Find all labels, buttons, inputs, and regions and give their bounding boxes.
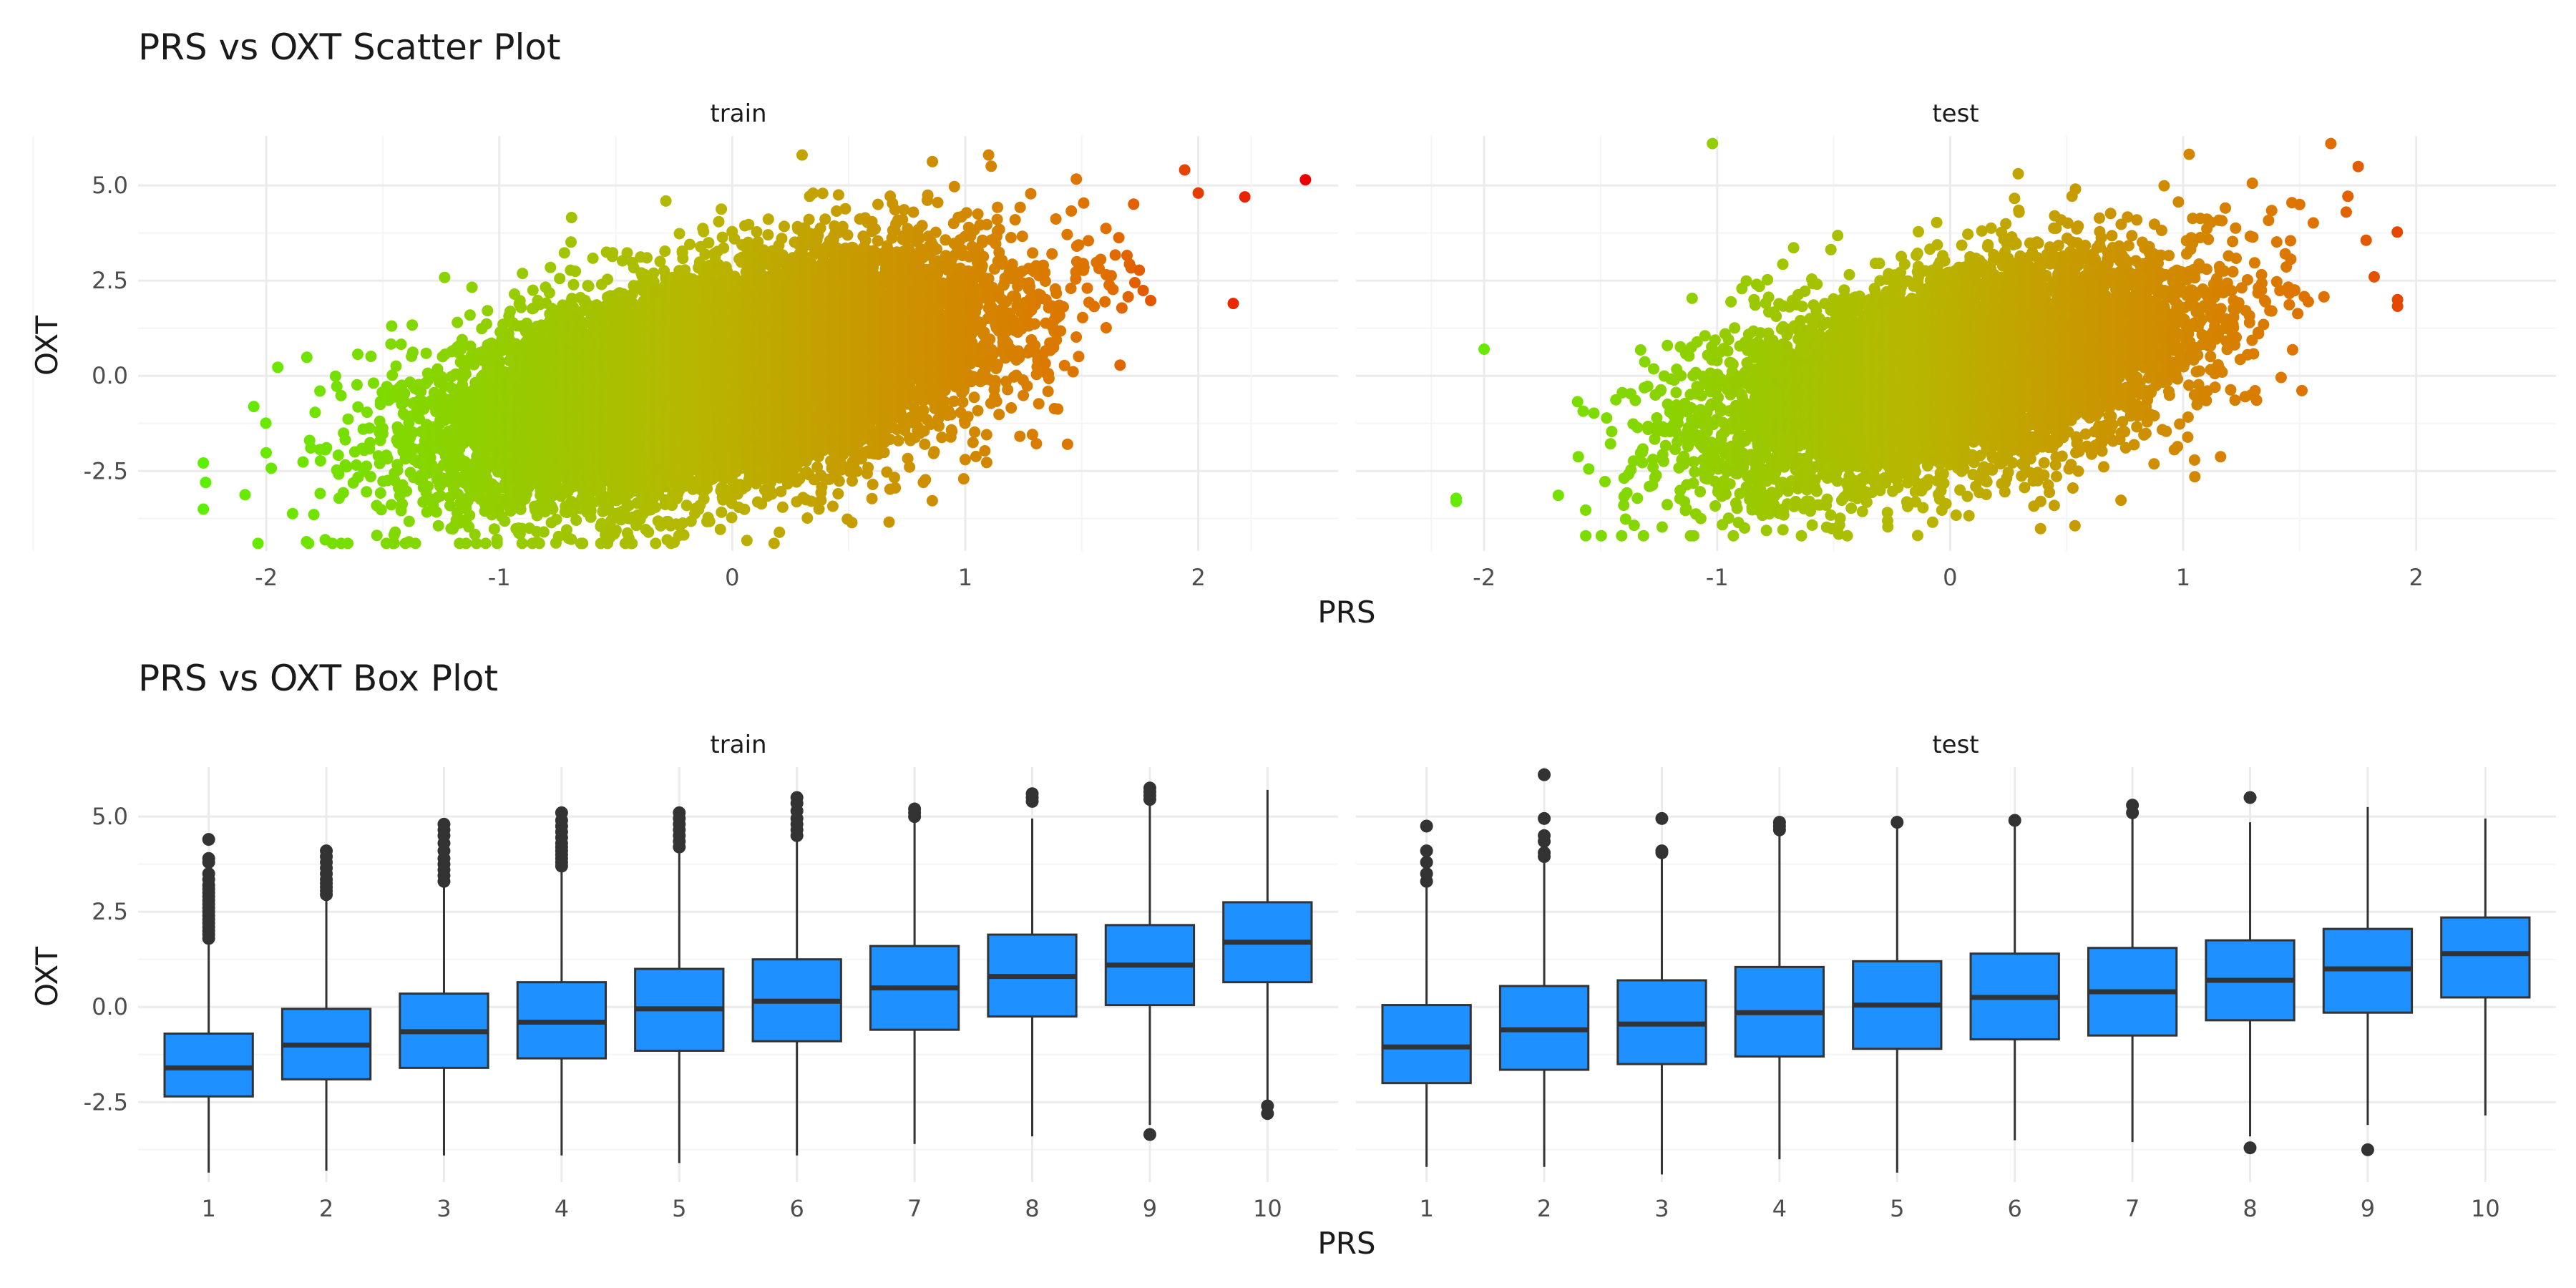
scatter-point xyxy=(364,422,375,434)
scatter-point xyxy=(338,487,349,499)
scatter-point xyxy=(464,309,476,321)
scatter-point xyxy=(314,386,326,397)
scatter-point xyxy=(336,390,347,401)
scatter-point xyxy=(321,442,332,454)
scatter-point xyxy=(253,537,264,549)
scatter-point xyxy=(431,507,442,518)
scatter-point xyxy=(315,455,326,467)
scatter-point xyxy=(361,461,372,472)
scatter-point xyxy=(489,523,500,535)
scatter-point xyxy=(260,447,272,459)
scatter-point xyxy=(260,417,272,429)
scatter-point xyxy=(382,453,394,464)
box-strip-train: train xyxy=(710,731,766,759)
scatter-point xyxy=(248,401,260,412)
scatter-point xyxy=(197,504,209,515)
scatter-point xyxy=(392,464,404,476)
scatter-point xyxy=(389,527,401,538)
scatter-point xyxy=(534,537,545,549)
scatter-point xyxy=(452,317,463,328)
box-strip-test: test xyxy=(1932,731,1979,759)
scatter-point xyxy=(375,487,386,499)
scatter-point xyxy=(301,351,313,363)
scatter-point xyxy=(333,449,344,461)
box-x-axis-title: PRS xyxy=(1317,1226,1375,1261)
scatter-point xyxy=(376,504,387,515)
scatter-point xyxy=(433,520,444,532)
scatter-point xyxy=(351,379,363,391)
scatter-point xyxy=(365,351,376,362)
scatter-point xyxy=(352,348,364,360)
scatter-point xyxy=(298,457,309,468)
scatter-point xyxy=(361,406,373,418)
scatter-point xyxy=(391,361,402,372)
scatter-point xyxy=(377,428,389,439)
scatter-point xyxy=(467,282,478,293)
scatter-point xyxy=(386,499,397,510)
scatter-point xyxy=(517,537,528,549)
scatter-point xyxy=(197,457,209,469)
scatter-point xyxy=(515,504,527,515)
scatter-point xyxy=(308,509,320,520)
scatter-point xyxy=(407,346,419,358)
box-plot-title: PRS vs OXT Box Plot xyxy=(138,658,498,699)
scatter-point xyxy=(309,406,321,418)
scatter-point xyxy=(385,338,396,350)
scatter-strip-train: train xyxy=(710,99,766,128)
figure-background xyxy=(0,0,2576,1288)
scatter-point xyxy=(240,489,251,500)
scatter-point xyxy=(482,305,493,316)
scatter-point xyxy=(396,498,408,509)
scatter-point xyxy=(396,338,407,350)
scatter-point xyxy=(364,437,376,449)
scatter-point xyxy=(410,537,421,549)
scatter-point xyxy=(368,377,379,389)
scatter-plot-title: PRS vs OXT Scatter Plot xyxy=(138,26,561,68)
scatter-point xyxy=(492,534,503,545)
scatter-point xyxy=(303,537,314,549)
scatter-point xyxy=(481,318,492,330)
scatter-point xyxy=(480,537,492,549)
scatter-x-axis-title: PRS xyxy=(1317,595,1375,630)
scatter-point xyxy=(341,461,353,472)
scatter-point xyxy=(272,361,283,373)
scatter-point xyxy=(538,526,550,537)
scatter-y-axis-title: OXT xyxy=(29,316,64,376)
scatter-point xyxy=(545,262,556,273)
scatter-point xyxy=(371,530,383,541)
scatter-point xyxy=(422,481,434,492)
scatter-point xyxy=(439,272,450,283)
scatter-point xyxy=(361,486,372,497)
scatter-point xyxy=(330,371,341,382)
scatter-point xyxy=(340,434,351,446)
scatter-point xyxy=(464,509,475,521)
scatter-point xyxy=(551,514,562,525)
scatter-strip-test: test xyxy=(1932,99,1979,128)
scatter-point xyxy=(386,321,397,332)
scatter-point xyxy=(401,485,412,497)
scatter-point xyxy=(544,287,555,298)
scatter-point xyxy=(406,319,418,331)
scatter-point xyxy=(421,348,432,359)
scatter-point xyxy=(515,302,527,313)
scatter-point xyxy=(517,268,528,279)
scatter-point xyxy=(460,537,472,549)
scatter-point xyxy=(287,508,298,519)
scatter-point xyxy=(499,515,510,527)
scatter-point xyxy=(547,503,558,514)
box-y-axis-title: OXT xyxy=(29,947,64,1007)
scatter-point xyxy=(365,471,376,482)
scatter-point xyxy=(404,516,415,527)
scatter-point xyxy=(527,285,539,296)
scatter-point xyxy=(200,477,211,488)
scatter-point xyxy=(389,537,400,549)
scatter-point xyxy=(265,462,277,474)
scatter-point xyxy=(342,537,353,549)
scatter-point xyxy=(342,414,353,425)
scatter-point xyxy=(504,306,516,317)
scatter-point xyxy=(314,488,326,499)
figure: PRS vs OXT Scatter Plot PRS vs OXT Box P… xyxy=(0,0,2576,1288)
